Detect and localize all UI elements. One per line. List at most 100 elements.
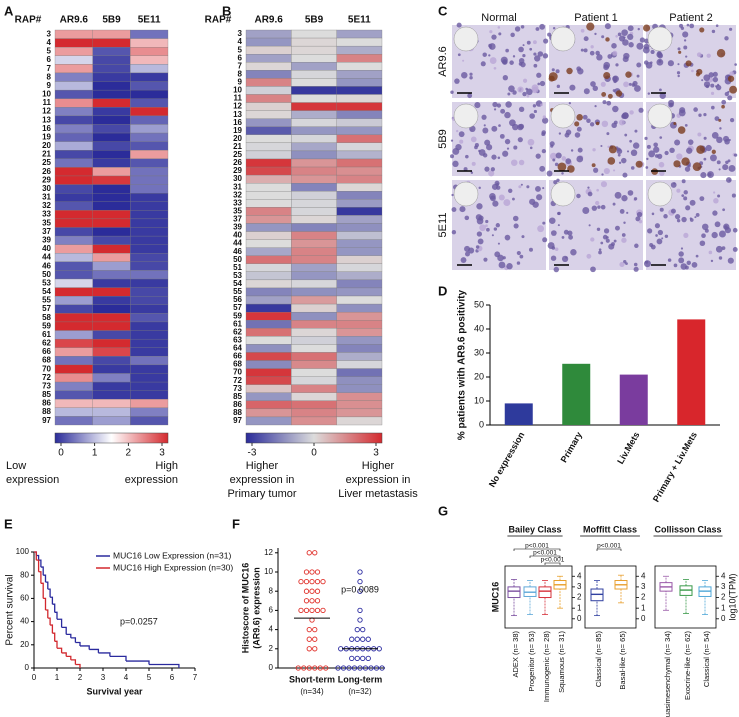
cell [526, 185, 530, 189]
heatmap-cell [291, 295, 337, 305]
heatmap-cell [54, 356, 93, 366]
stain [673, 121, 677, 126]
cell [550, 230, 557, 236]
heatmap-cell [130, 107, 169, 117]
cell [664, 150, 669, 156]
dot [354, 626, 360, 633]
bar [619, 374, 648, 425]
stain [696, 68, 703, 75]
cell [478, 149, 486, 156]
column-label: 5B9 [102, 15, 121, 26]
cell [485, 224, 488, 228]
cell [470, 136, 477, 143]
heatmap-cell [92, 55, 131, 65]
cell [602, 100, 607, 105]
legend-high: Higher [362, 460, 395, 472]
y-tick-label: 4 [641, 571, 646, 580]
cell [617, 32, 622, 37]
heatmap-cell [130, 416, 169, 426]
row-label: 20 [42, 141, 51, 150]
row-label: 46 [233, 247, 242, 256]
cell [522, 54, 526, 58]
y-tick-label: 2 [641, 593, 646, 602]
legend-low: expression [6, 474, 59, 486]
cell [633, 262, 638, 267]
y-axis-label: Percent survival [5, 574, 16, 645]
cell [465, 154, 469, 159]
micrograph [547, 22, 645, 99]
cell [542, 237, 548, 243]
cell [483, 257, 488, 262]
cell [731, 193, 736, 198]
heatmap-cell [245, 344, 292, 353]
y-tick-label: 4 [577, 571, 582, 580]
cell [669, 147, 675, 154]
heatmap-cell [245, 368, 292, 377]
y-tick-label: 10 [264, 567, 273, 576]
cell [488, 43, 493, 48]
y-tick-label: 4 [721, 571, 726, 580]
heatmap-cell [54, 330, 93, 340]
cell [712, 210, 718, 216]
column-label: 5E11 [138, 15, 161, 26]
heatmap-cell [130, 313, 169, 323]
cell [503, 199, 511, 207]
legend-high: expression in [346, 474, 411, 486]
cell [532, 104, 537, 108]
cell [502, 150, 509, 157]
heatmap-cell [92, 278, 131, 288]
heatmap-cell [130, 201, 169, 211]
cell [658, 161, 665, 168]
cell [686, 260, 691, 266]
cell [491, 154, 497, 160]
heatmap-cell [245, 352, 292, 361]
row-label: 26 [233, 158, 242, 167]
row-label: 70 [233, 368, 242, 377]
heatmap-cell [92, 184, 131, 194]
cell [518, 123, 525, 130]
cell [529, 146, 533, 150]
cell [659, 136, 663, 139]
heatmap-cell [92, 373, 131, 383]
heatmap-cell [54, 278, 93, 288]
dot [373, 665, 380, 671]
heatmap-cell [336, 223, 383, 232]
heatmap-cell [54, 107, 93, 117]
heatmap-cell [130, 287, 169, 297]
y-tick-label: 100 [16, 547, 30, 556]
dot [357, 665, 363, 671]
cell [595, 50, 600, 56]
cell [677, 74, 680, 78]
heatmap-cell [291, 166, 337, 176]
cell [733, 153, 738, 157]
x-tick-label: 2 [78, 673, 83, 682]
dot [309, 569, 315, 575]
cell [577, 68, 584, 75]
cell [703, 157, 707, 161]
cell [596, 54, 603, 61]
dot [349, 636, 355, 642]
cell [636, 74, 640, 78]
cell [462, 59, 465, 62]
cell [565, 256, 568, 259]
cell [474, 143, 479, 148]
cell [655, 234, 658, 237]
cell [732, 227, 738, 233]
stain [673, 160, 681, 168]
row-label: 25 [42, 158, 51, 167]
heatmap-cell [130, 407, 169, 417]
heatmap-cell [336, 37, 383, 47]
heatmap-cell [92, 167, 131, 177]
cell [693, 107, 698, 112]
cell [596, 227, 601, 232]
cell [526, 94, 530, 98]
heatmap-cell [54, 218, 93, 228]
cell [684, 124, 688, 127]
cell [734, 63, 737, 66]
cell [621, 157, 627, 164]
heatmap-cell [336, 174, 383, 184]
heatmap-cell [92, 72, 131, 82]
color-bar [54, 432, 169, 444]
heatmap-cell [92, 64, 131, 74]
heatmap-cell [92, 321, 131, 331]
